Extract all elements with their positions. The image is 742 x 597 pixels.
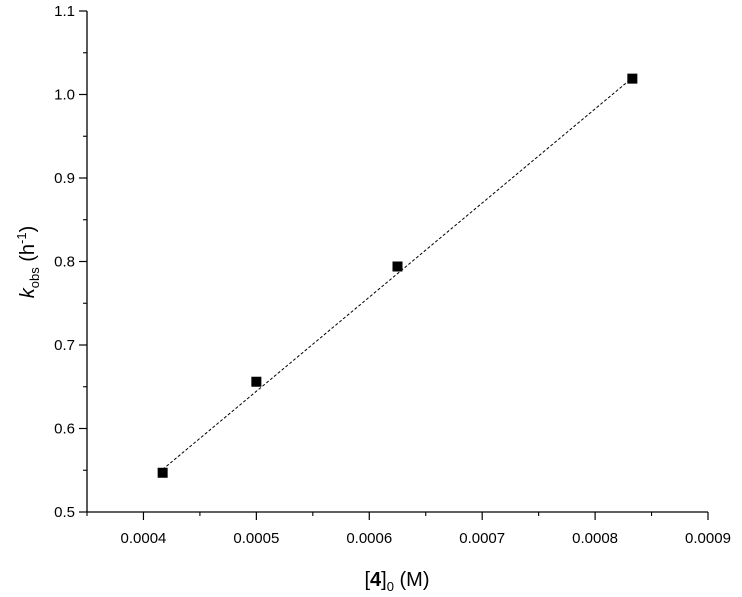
x-tick-label: 0.0007 xyxy=(459,530,505,547)
tick-labels: 0.0004 0.0005 0.0006 0.0007 0.0008 0.0009 0.5 0… xyxy=(54,3,731,547)
y-tick-label: 0.8 xyxy=(54,254,75,271)
x-axis-title: [4]0 (M) xyxy=(364,569,429,594)
data-point xyxy=(157,467,168,478)
x-tick-label: 0.0008 xyxy=(572,530,618,547)
y-tick-label: 0.5 xyxy=(54,504,75,521)
axes xyxy=(86,11,708,513)
data-point xyxy=(627,73,638,84)
fit-line-group xyxy=(162,77,633,470)
x-tick-label: 0.0006 xyxy=(346,530,392,547)
y-tick-label: 0.6 xyxy=(54,421,75,438)
data-point xyxy=(251,376,262,387)
x-tick-label: 0.0004 xyxy=(121,530,167,547)
y-tick-label: 0.7 xyxy=(54,337,75,354)
x-tick-label: 0.0005 xyxy=(233,530,279,547)
data-point xyxy=(392,261,403,272)
fit-line xyxy=(162,77,633,470)
y-tick-label: 0.9 xyxy=(54,170,75,187)
data-points xyxy=(157,73,638,478)
y-tick-label: 1.1 xyxy=(54,3,75,20)
y-axis-title: kobs (h-1) xyxy=(14,226,42,299)
ticks xyxy=(79,10,709,520)
x-tick-label: 0.0009 xyxy=(685,530,731,547)
y-tick-label: 1.0 xyxy=(54,87,75,104)
